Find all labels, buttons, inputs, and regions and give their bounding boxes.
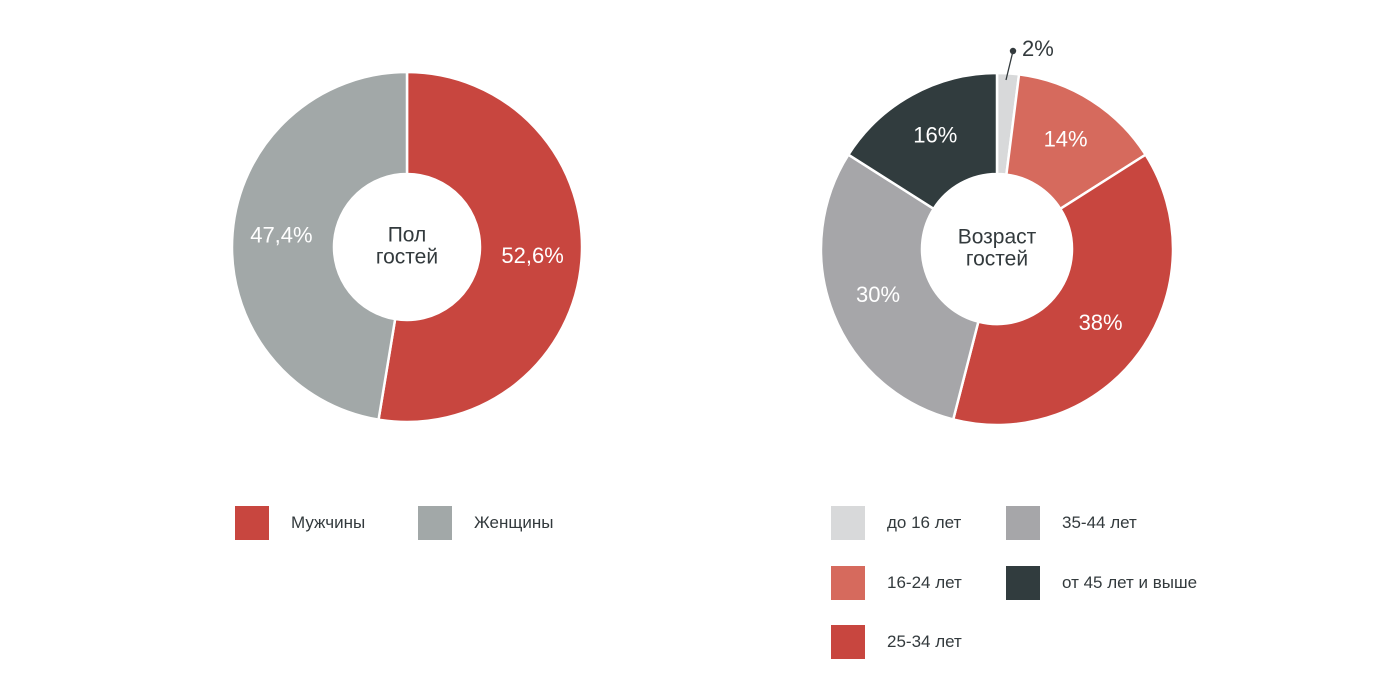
slice-label-leader-dot — [1009, 47, 1017, 55]
legend-label: Женщины — [474, 513, 554, 532]
legend-swatch — [1006, 566, 1040, 600]
legend-label: 35-44 лет — [1062, 513, 1137, 532]
legend-swatch — [831, 566, 865, 600]
legend-swatch — [1006, 506, 1040, 540]
legend-swatch — [235, 506, 269, 540]
legend-item-до-16-лет: до 16 лет — [831, 506, 961, 540]
data-label-от-45-лет-и-выше: 16% — [913, 123, 957, 148]
legend-item-женщины: Женщины — [418, 506, 553, 540]
data-label-до-16-лет: 2% — [1022, 36, 1054, 61]
legend-item-от-45-лет-и-выше: от 45 лет и выше — [1006, 566, 1197, 600]
legend-label: Мужчины — [291, 513, 366, 532]
slice-25-34-лет[interactable] — [951, 153, 1175, 427]
gender-donut-chart: 52,6% 47,4% Пол гостей — [230, 70, 584, 424]
legend-item-25-34-лет: 25-34 лет — [831, 625, 962, 659]
slice-16-24-лет[interactable] — [1005, 73, 1147, 211]
slice-мужчины[interactable] — [377, 70, 584, 424]
legend-item-мужчины: Мужчины — [235, 506, 365, 540]
slice-35-44-лет[interactable] — [819, 153, 980, 421]
age-donut-chart: 2% 14% 38% 30% 16% Возраст гостей — [819, 36, 1175, 427]
legend-swatch — [831, 625, 865, 659]
chart-title: Возраст гостей — [958, 226, 1037, 271]
legend-item-35-44-лет: 35-44 лет — [1006, 506, 1137, 540]
data-label-35-44-лет: 30% — [856, 282, 900, 307]
slice-женщины[interactable] — [230, 70, 409, 421]
legend-label: 25-34 лет — [887, 632, 962, 651]
legend-item-16-24-лет: 16-24 лет — [831, 566, 962, 600]
data-label-мужчины: 52,6% — [501, 243, 563, 268]
legend-label: до 16 лет — [887, 513, 962, 532]
slice-от-45-лет-и-выше[interactable] — [847, 71, 999, 211]
legend-swatch — [418, 506, 452, 540]
legend-label: 16-24 лет — [887, 573, 962, 592]
data-label-25-34-лет: 38% — [1079, 310, 1123, 335]
data-label-женщины: 47,4% — [250, 223, 312, 248]
data-label-16-24-лет: 14% — [1044, 127, 1088, 152]
chart-title: Пол гостей — [376, 224, 438, 269]
legend-swatch — [831, 506, 865, 540]
slice-label-leader-line — [1005, 50, 1014, 81]
legend-label: от 45 лет и выше — [1062, 573, 1198, 592]
